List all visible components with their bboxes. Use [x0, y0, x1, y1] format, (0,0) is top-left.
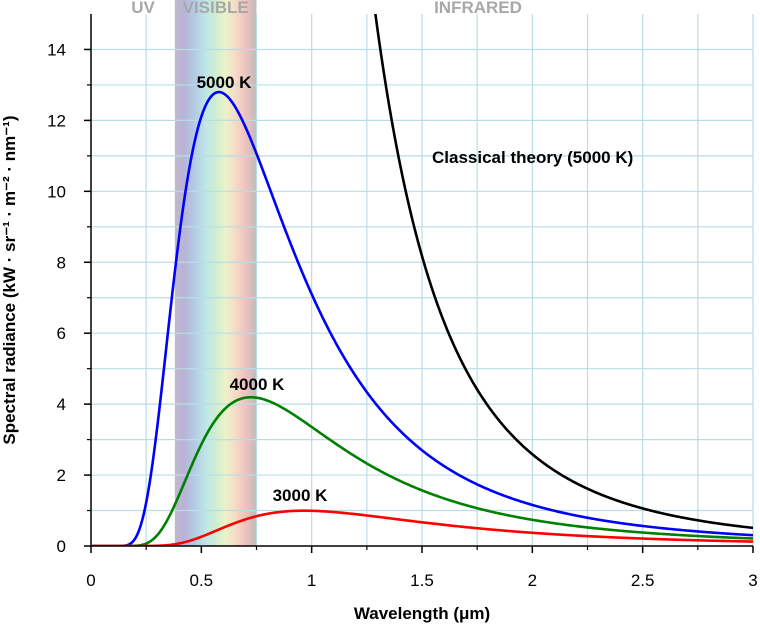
y-tick-label: 12 — [47, 111, 66, 130]
grid — [91, 14, 754, 546]
y-tick-label: 6 — [57, 324, 66, 343]
y-tick-label: 10 — [47, 182, 66, 201]
x-tick-label: 1 — [307, 571, 316, 590]
x-axis-title: Wavelength (μm) — [354, 604, 490, 623]
y-tick-label: 4 — [57, 395, 66, 414]
band-label-infrared: INFRARED — [434, 0, 522, 17]
x-tick-label: 0.5 — [190, 571, 214, 590]
series-line-5000-k — [91, 90, 753, 546]
y-tick-label: 2 — [57, 466, 66, 485]
series-label-3000-k: 3000 K — [273, 486, 329, 505]
x-tick-label: 1.5 — [410, 571, 434, 590]
band-label-visible: VISIBLE — [183, 0, 249, 17]
annotations: UV VISIBLE INFRARED 5000 K 4000 K 3000 K Class… — [131, 0, 633, 505]
series-line-3000-k — [91, 509, 753, 546]
series-line-4000-k — [91, 395, 753, 546]
axes — [84, 14, 754, 553]
series-lines — [91, 14, 753, 546]
y-tick-label: 8 — [57, 253, 66, 272]
y-axis-title: Spectral radiance (kW · sr⁻¹ · m⁻² · nm⁻… — [0, 115, 19, 444]
x-tick-label: 2 — [528, 571, 537, 590]
y-tick-label: 0 — [57, 537, 66, 556]
x-tick-label: 0 — [86, 571, 95, 590]
visible-band — [174, 0, 257, 546]
series-line-classical-theory-5000-k — [374, 14, 753, 530]
x-tick-label: 2.5 — [631, 571, 655, 590]
series-label-classical-theory-5000-k: Classical theory (5000 K) — [432, 148, 633, 167]
spectrum-bands — [174, 0, 257, 546]
series-label-5000-k: 5000 K — [197, 73, 253, 92]
x-tick-label: 3 — [748, 571, 757, 590]
band-label-uv: UV — [131, 0, 155, 17]
y-tick-label: 14 — [47, 40, 66, 59]
series-label-4000-k: 4000 K — [230, 375, 286, 394]
tick-labels: 0 0.5 1 1.5 2 2.5 3 0 2 4 6 8 10 12 14 — [47, 40, 758, 590]
